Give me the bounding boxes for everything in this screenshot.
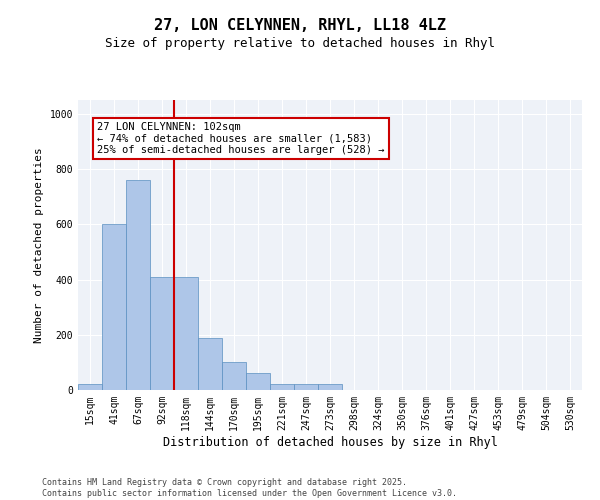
Bar (318, 384, 342, 390)
Text: 27, LON CELYNNEN, RHYL, LL18 4LZ: 27, LON CELYNNEN, RHYL, LL18 4LZ (154, 18, 446, 32)
Text: Size of property relative to detached houses in Rhyl: Size of property relative to detached ho… (105, 38, 495, 51)
Bar (270, 384, 294, 390)
Text: Contains HM Land Registry data © Crown copyright and database right 2025.
Contai: Contains HM Land Registry data © Crown c… (42, 478, 457, 498)
Text: 27 LON CELYNNEN: 102sqm
← 74% of detached houses are smaller (1,583)
25% of semi: 27 LON CELYNNEN: 102sqm ← 74% of detache… (97, 122, 385, 156)
X-axis label: Distribution of detached houses by size in Rhyl: Distribution of detached houses by size … (163, 436, 497, 448)
Bar (78, 384, 102, 390)
Bar (150, 277, 174, 390)
Bar (222, 362, 246, 390)
Y-axis label: Number of detached properties: Number of detached properties (34, 147, 44, 343)
Bar (198, 338, 222, 390)
Bar (126, 180, 150, 390)
Bar (294, 384, 318, 390)
Bar (174, 277, 198, 390)
Bar (102, 224, 126, 390)
Bar (246, 374, 270, 390)
